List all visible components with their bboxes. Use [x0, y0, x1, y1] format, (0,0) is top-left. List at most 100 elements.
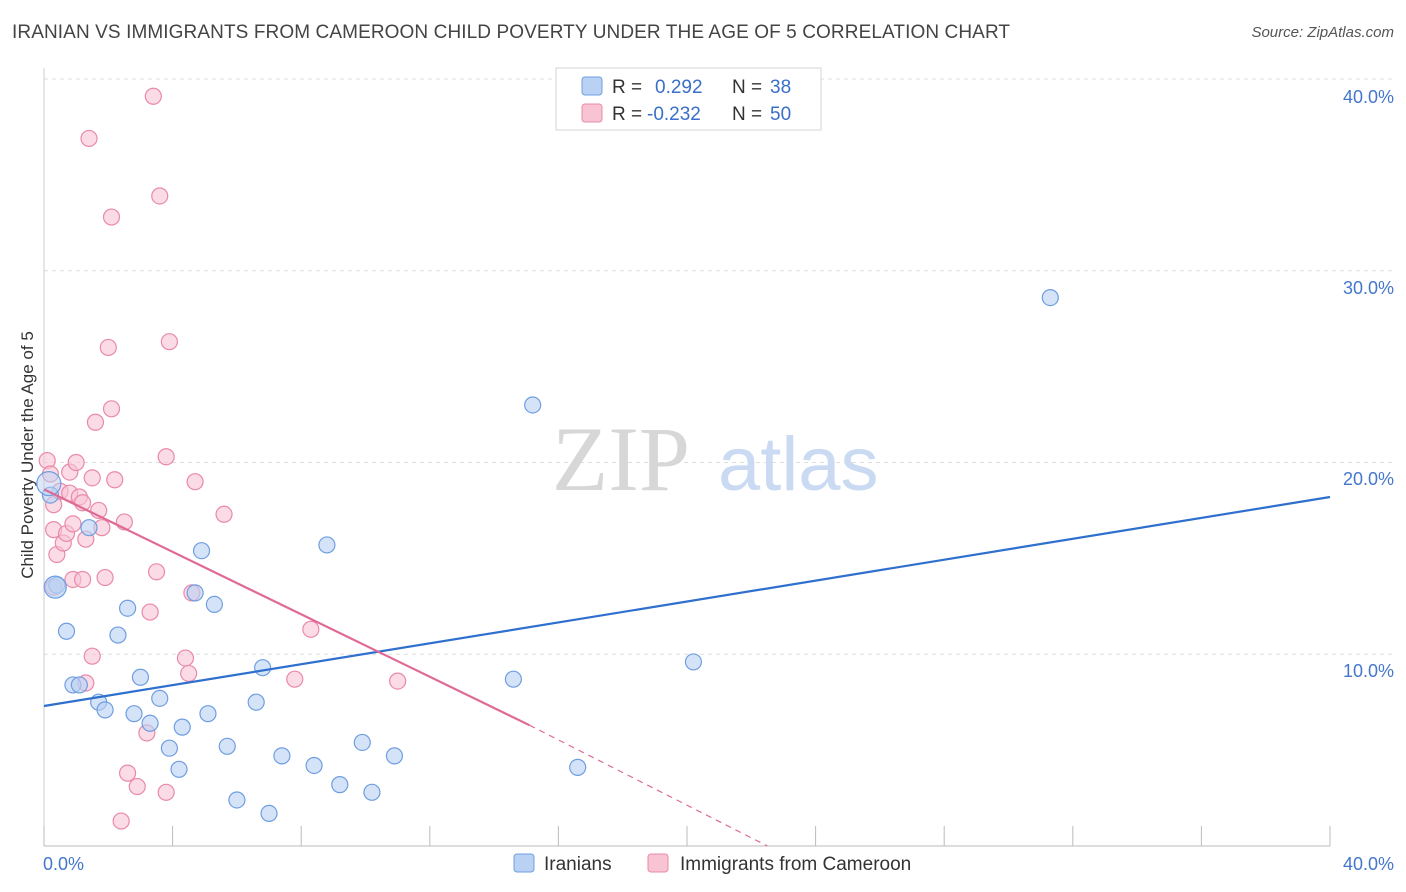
- cameroon-point-31: [118, 764, 137, 782]
- legend-r-value-1: 0.292: [655, 77, 703, 98]
- iranians-point-14: [160, 739, 178, 757]
- cameroon-point-37: [151, 187, 169, 205]
- iranians-point-30: [353, 733, 371, 752]
- iranians-point-13: [151, 689, 169, 707]
- cameroon-point-10: [64, 515, 82, 533]
- trend-line-cameroon: [43, 488, 530, 727]
- series-cameroon-points: [38, 87, 407, 830]
- series-legend-label-iranians: Iranians: [544, 854, 612, 875]
- iranians-point-17: [186, 584, 204, 602]
- trend-lines: [43, 488, 1331, 847]
- iranians-point-20: [205, 595, 223, 613]
- cameroon-point-36: [147, 563, 166, 581]
- iranians-point-31: [363, 783, 381, 801]
- iranians-point-10: [125, 705, 143, 723]
- series-legend: Iranians Immigrants from Cameroon: [513, 853, 911, 875]
- cameroon-point-28: [106, 471, 124, 489]
- iranians-point-35: [569, 758, 587, 776]
- cameroon-point-40: [160, 333, 178, 351]
- y-tick-label-30: 30.0%: [1343, 278, 1394, 298]
- cameroon-point-29: [112, 812, 130, 830]
- iranians-point-5: [80, 519, 98, 537]
- cameroon-point-45: [215, 505, 233, 523]
- cameroon-point-19: [83, 469, 101, 487]
- x-axis-ticks: [43, 826, 1331, 846]
- cameroon-point-15: [73, 570, 92, 589]
- grid-lines: [44, 78, 1392, 655]
- iranians-point-28: [318, 536, 336, 554]
- trend-line-cameroon-extension: [529, 724, 768, 847]
- cameroon-point-44: [186, 473, 204, 491]
- cameroon-point-47: [302, 620, 320, 638]
- legend-r-label-2: R =: [612, 104, 642, 125]
- watermark-zip: ZIP: [552, 408, 690, 510]
- iranians-point-16: [173, 718, 191, 736]
- iranians-point-29: [331, 776, 349, 794]
- trend-line-iranians: [43, 495, 1331, 708]
- cameroon-point-24: [96, 568, 114, 587]
- iranians-point-26: [273, 747, 291, 765]
- cameroon-point-41: [176, 649, 195, 667]
- legend-n-value-2: 50: [770, 104, 791, 125]
- iranians-point-11: [131, 668, 150, 686]
- iranians-point-12: [141, 714, 159, 732]
- legend-swatch-iranians: [581, 76, 603, 96]
- iranians-point-large: [43, 575, 67, 599]
- iranians-point-34: [524, 396, 542, 414]
- legend-r-label-1: R =: [612, 77, 642, 98]
- chart-title: IRANIAN VS IMMIGRANTS FROM CAMEROON CHIL…: [12, 22, 1011, 43]
- legend-r-value-2: -0.232: [647, 104, 701, 125]
- series-legend-label-cameroon: Immigrants from Cameroon: [680, 854, 911, 875]
- x-tick-label-40: 40.0%: [1343, 854, 1394, 874]
- iranians-point-2: [57, 622, 76, 640]
- cameroon-point-20: [83, 647, 101, 665]
- iranians-point-large-2: [36, 470, 62, 497]
- y-axis-label: Child Poverty Under the Age of 5: [18, 331, 37, 579]
- iranians-point-15: [170, 760, 188, 778]
- cameroon-point-34: [141, 603, 159, 621]
- watermark-atlas: atlas: [718, 422, 879, 507]
- cameroon-point-21: [86, 413, 105, 431]
- stats-legend: R = 0.292 N = 38 R = -0.232 N = 50: [555, 67, 822, 131]
- iranians-point-21: [218, 737, 236, 755]
- cameroon-point-32: [128, 777, 146, 796]
- cameroon-point-38: [157, 448, 175, 466]
- iranians-point-27: [305, 756, 323, 775]
- cameroon-point-27: [102, 400, 121, 418]
- source-label: Source: ZipAtlas.com: [1251, 24, 1394, 41]
- iranians-point-36: [684, 653, 703, 671]
- y-tick-label-40: 40.0%: [1343, 87, 1394, 107]
- cameroon-point-26: [102, 208, 121, 226]
- iranians-point-25: [260, 804, 278, 823]
- series-legend-swatch-iranians: [513, 853, 535, 873]
- x-tick-label-0: 0.0%: [43, 854, 84, 874]
- iranians-point-22: [228, 791, 246, 809]
- cameroon-point-48: [389, 672, 407, 690]
- series-iranians-points: [36, 288, 1059, 823]
- cameroon-point-42: [180, 664, 198, 683]
- iranians-point-33: [504, 670, 522, 688]
- iranians-point-7: [96, 701, 114, 719]
- iranians-point-32: [385, 747, 404, 765]
- cameroon-point-35: [144, 87, 162, 105]
- iranians-point-4: [70, 676, 88, 694]
- cameroon-point-25: [99, 338, 117, 357]
- cameroon-point-39: [157, 783, 175, 801]
- iranians-point-24: [254, 659, 272, 677]
- y-tick-label-20: 20.0%: [1343, 469, 1394, 489]
- iranians-point-18: [192, 542, 211, 560]
- legend-swatch-cameroon: [581, 103, 603, 123]
- cameroon-point-46: [286, 670, 304, 688]
- legend-n-value-1: 38: [770, 77, 791, 98]
- y-tick-label-10: 10.0%: [1343, 661, 1394, 681]
- legend-n-label-2: N =: [732, 104, 762, 125]
- iranians-point-8: [109, 626, 127, 644]
- cameroon-point-12: [67, 453, 85, 472]
- series-legend-swatch-cameroon: [647, 853, 669, 873]
- legend-n-label-1: N =: [732, 77, 762, 98]
- cameroon-point-18: [80, 129, 98, 148]
- iranians-point-9: [118, 599, 137, 617]
- iranians-point-37: [1041, 288, 1059, 307]
- iranians-point-23: [247, 693, 265, 711]
